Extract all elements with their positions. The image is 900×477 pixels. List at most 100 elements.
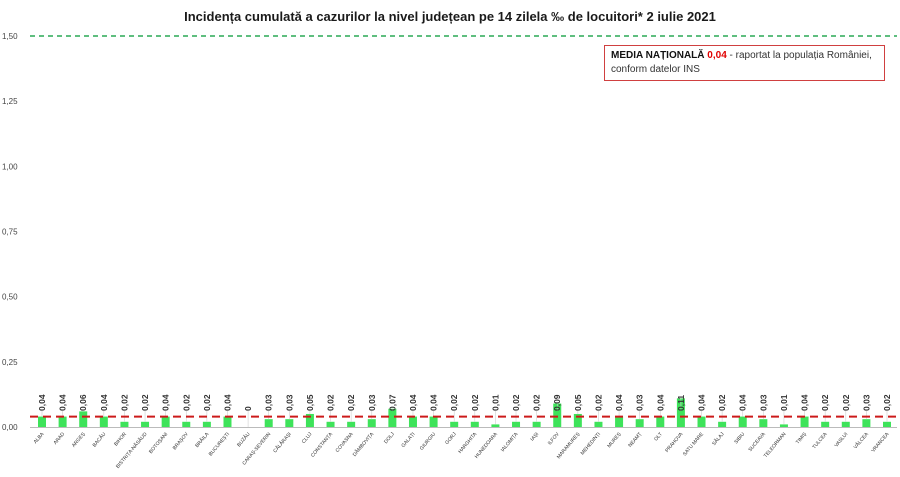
bar (821, 421, 830, 427)
value-label: 0,04 (429, 394, 439, 411)
value-label: 0,04 (697, 394, 707, 411)
value-label: 0,03 (635, 394, 645, 411)
value-label: 0,02 (140, 394, 150, 411)
bar (738, 416, 747, 427)
value-label: 0,04 (161, 394, 171, 411)
value-label: 0,03 (264, 394, 274, 411)
category-label: TULCEA (811, 431, 829, 450)
value-label: 0,02 (882, 394, 892, 411)
value-label: 0,04 (738, 394, 748, 411)
category-label: CĂLĂRAȘI (272, 431, 293, 454)
category-label: ILFOV (547, 431, 561, 446)
category-label: IAȘI (529, 431, 540, 442)
value-label: 0,04 (408, 394, 418, 411)
y-tick-label: 0,75 (2, 228, 18, 237)
category-label: MUREȘ (606, 431, 623, 449)
category-label: HARGHITA (457, 431, 478, 455)
bar (326, 421, 335, 427)
category-label: BUZĂU (235, 430, 252, 448)
value-label: 0,03 (284, 394, 294, 411)
category-label: GALAȚI (400, 431, 416, 448)
bar (512, 421, 521, 427)
category-label: CLUJ (301, 431, 314, 445)
bar (141, 421, 150, 427)
category-label: OLT (653, 431, 664, 442)
value-label: 0,02 (717, 394, 727, 411)
category-label: GORJ (444, 431, 458, 446)
category-label: BRAȘOV (172, 431, 190, 451)
value-label: 0,02 (181, 394, 191, 411)
category-label: ALBA (33, 431, 46, 445)
value-label: 0,02 (511, 394, 521, 411)
category-label: BACĂU (91, 430, 108, 448)
bar (635, 419, 644, 427)
bar (594, 421, 603, 427)
bar (388, 408, 397, 427)
value-label: 0,04 (800, 394, 810, 411)
bar (841, 421, 850, 427)
value-label: 0,03 (367, 394, 377, 411)
bar (676, 398, 685, 427)
bar (759, 419, 768, 427)
category-label: MEHEDINȚI (580, 431, 602, 456)
value-label: 0,03 (758, 394, 768, 411)
bar (429, 416, 438, 427)
value-label: 0,02 (593, 394, 603, 411)
national-average-note: MEDIA NAȚIONALĂ 0,04 - raportat la popul… (604, 45, 885, 81)
category-label: BOTOȘANI (148, 431, 169, 455)
value-label: 0,07 (387, 394, 397, 411)
category-label: SUCEAVA (747, 431, 767, 453)
category-label: DÂMBOVIȚA (351, 430, 376, 458)
category-label: BUCUREȘTI (208, 431, 231, 457)
category-label: SIBIU (733, 431, 746, 445)
value-label: 0,02 (532, 394, 542, 411)
value-label: 0,02 (470, 394, 480, 411)
value-label: 0,06 (78, 394, 88, 411)
category-label: IALOMIȚA (500, 431, 520, 453)
bar (182, 421, 191, 427)
category-label: CONSTANȚA (310, 431, 335, 459)
category-label: NEAMȚ (627, 431, 643, 448)
bar (285, 419, 294, 427)
bar (553, 403, 562, 427)
bar (470, 421, 479, 427)
category-label: TIMIȘ (795, 431, 809, 446)
value-label: 0,02 (820, 394, 830, 411)
value-label: 0,05 (305, 394, 315, 411)
bar (347, 421, 356, 427)
value-label: 0,04 (222, 394, 232, 411)
category-label: ARAD (53, 431, 67, 446)
y-tick-label: 1,50 (2, 32, 18, 41)
y-tick-label: 0,25 (2, 358, 18, 367)
value-label: 0,11 (676, 395, 686, 411)
value-label: 0,04 (655, 394, 665, 411)
value-label: 0,04 (58, 394, 68, 411)
bar (120, 421, 129, 427)
category-label: BRĂILA (194, 430, 211, 449)
bar (99, 416, 108, 427)
note-text: - raportat la populația României, confor… (611, 50, 872, 75)
category-label: COVASNA (335, 431, 356, 454)
value-label: 0 (243, 406, 253, 411)
value-label: 0,04 (614, 394, 624, 411)
y-tick-label: 1,00 (2, 162, 18, 171)
value-label: 0,04 (99, 394, 109, 411)
value-labels: 0,04 0,04 0,06 0,04 0,02 0,02 0,04 0,02 0,02 0,04… (37, 394, 892, 411)
bar (532, 421, 541, 427)
category-label: BIHOR (113, 431, 128, 447)
value-label: 0,02 (841, 394, 851, 411)
category-label: VÂLCEA (852, 430, 870, 450)
bar (38, 416, 46, 427)
bar (264, 419, 273, 427)
bar (862, 419, 871, 427)
value-label: 0,02 (119, 394, 129, 411)
bar (573, 413, 582, 427)
category-label: SĂLAJ (710, 430, 726, 447)
value-label: 0,02 (326, 394, 336, 411)
value-label: 0,03 (861, 394, 871, 411)
note-value: 0,04 (707, 50, 727, 61)
category-label: PRAHOVA (664, 431, 685, 454)
value-label: 0,04 (37, 394, 47, 411)
note-label: MEDIA NAȚIONALĂ (611, 50, 705, 61)
